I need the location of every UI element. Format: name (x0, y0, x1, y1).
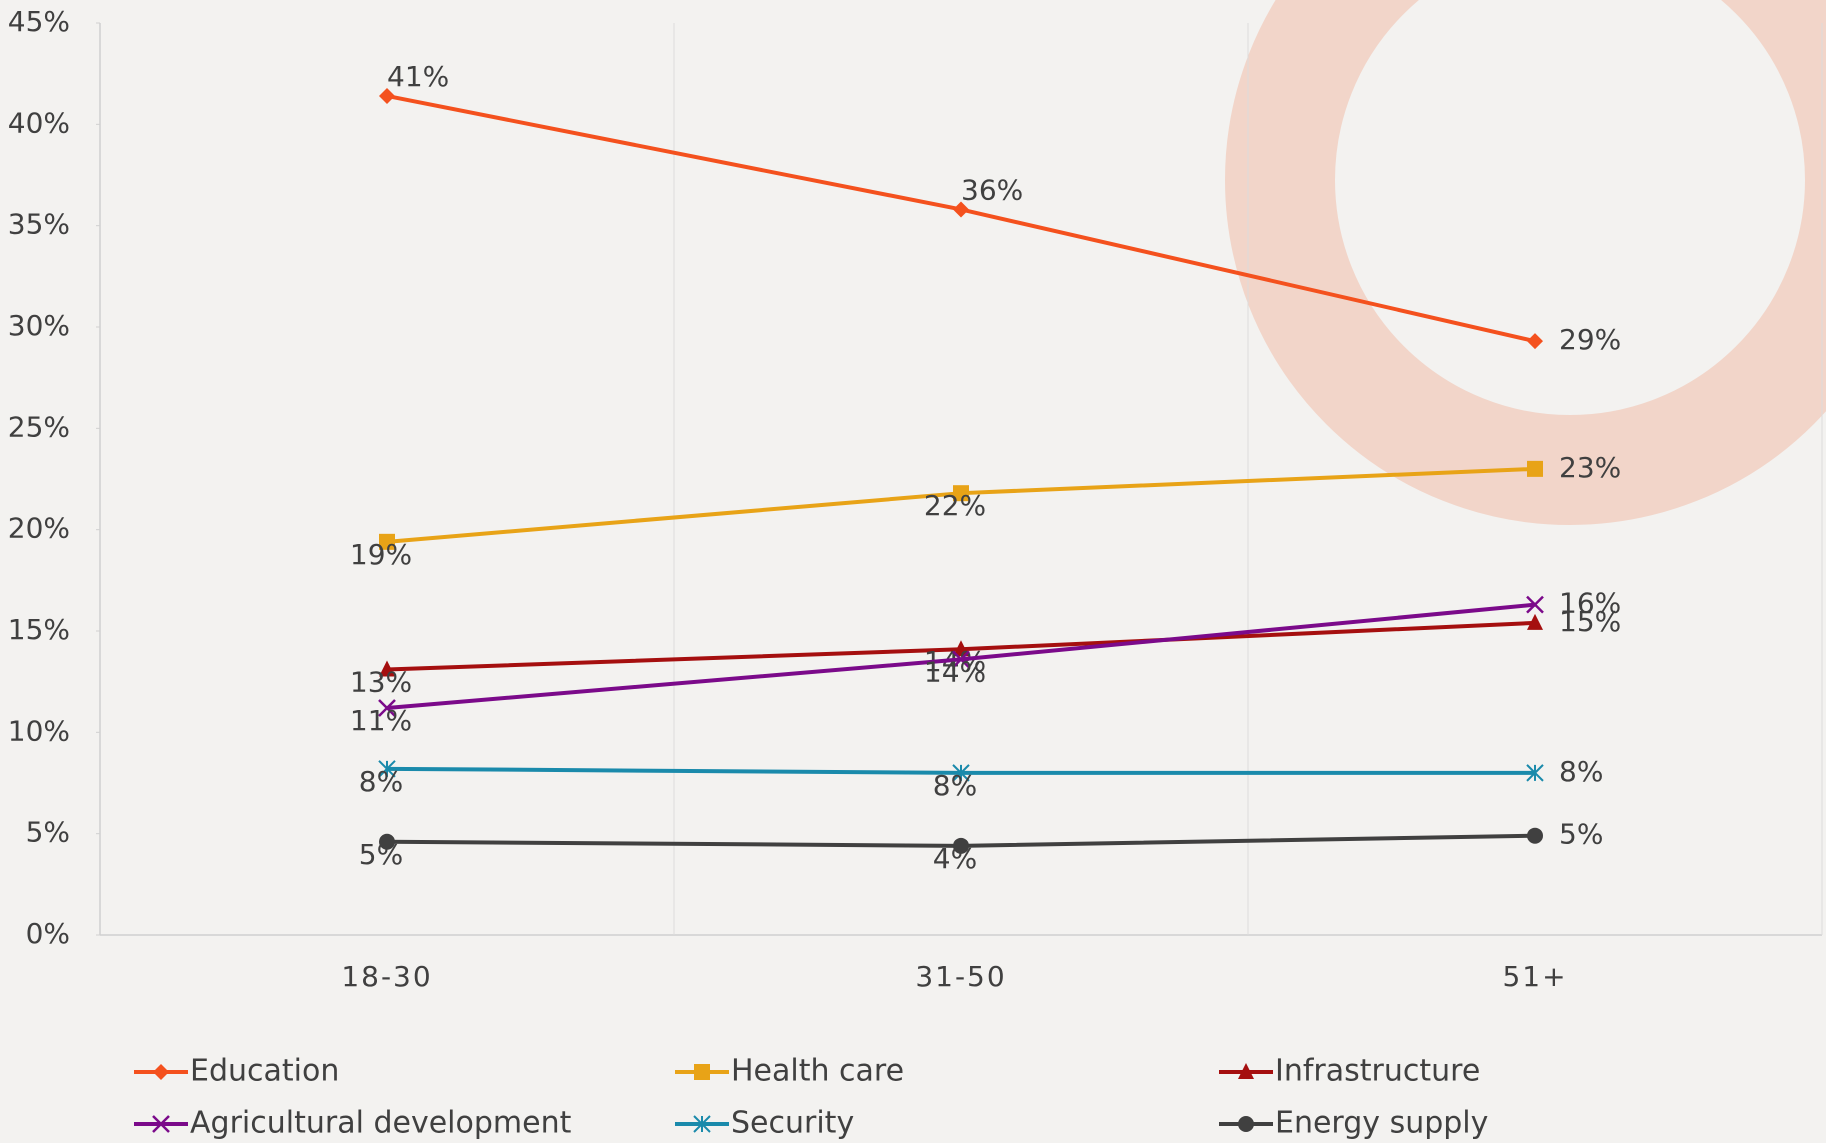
x-tick-label: 31-50 (915, 960, 1006, 993)
data-label: 22% (924, 489, 986, 522)
y-tick-label: 15% (8, 613, 70, 646)
x-tick-label: 51+ (1502, 960, 1567, 993)
y-tick-label: 25% (8, 410, 70, 443)
legend-label: Security (731, 1106, 854, 1141)
legend-item: Infrastructure (1219, 1054, 1480, 1089)
marker (1526, 764, 1544, 782)
data-label: 13% (350, 666, 412, 699)
marker (953, 837, 969, 854)
y-tick-label: 35% (8, 208, 70, 241)
marker (952, 650, 970, 669)
y-tick-label: 30% (8, 309, 70, 342)
marker (693, 1115, 711, 1133)
marker (1527, 827, 1543, 844)
data-label: 36% (961, 173, 1023, 206)
data-label: 16% (1559, 587, 1621, 620)
legend-item: Agricultural development (134, 1106, 572, 1141)
y-tick-label: 0% (26, 917, 70, 950)
legend-item: Security (675, 1106, 854, 1141)
legend-label: Infrastructure (1275, 1054, 1480, 1089)
data-label: 8% (1559, 755, 1603, 788)
marker (378, 699, 396, 717)
marker (379, 533, 395, 550)
y-tick-label: 10% (8, 714, 70, 747)
marker (1527, 333, 1543, 350)
marker (379, 833, 395, 850)
decoration (1225, 0, 1826, 525)
y-tick-label: 45% (8, 5, 70, 38)
marker (694, 1064, 710, 1080)
marker (378, 760, 396, 778)
data-label: 19% (350, 538, 412, 571)
legend-item: Education (134, 1054, 339, 1089)
data-label: 5% (1559, 818, 1603, 851)
marker (1238, 1116, 1254, 1132)
y-tick-label: 5% (26, 816, 70, 849)
marker (1238, 1063, 1254, 1079)
marker (1526, 595, 1544, 614)
marker (379, 660, 395, 677)
data-label: 4% (933, 842, 977, 875)
marker (379, 87, 395, 104)
marker (953, 201, 969, 218)
legend-label: Health care (731, 1054, 904, 1089)
marker (952, 764, 970, 782)
marker (953, 640, 969, 657)
marker (953, 485, 969, 502)
marker (1527, 613, 1543, 630)
y-tick-label: 40% (8, 106, 70, 139)
data-label: 29% (1559, 323, 1621, 356)
data-label: 5% (359, 838, 403, 871)
marker (153, 1064, 169, 1080)
legend-item: Health care (675, 1054, 904, 1089)
marker (1527, 460, 1543, 477)
data-label: 8% (933, 769, 977, 802)
data-label: 11% (350, 704, 412, 737)
data-label: 41% (387, 60, 449, 93)
legend-label: Education (190, 1054, 339, 1089)
legend-item: Energy supply (1219, 1106, 1488, 1141)
y-tick-label: 20% (8, 512, 70, 545)
data-label: 14% (924, 655, 986, 688)
legend-label: Agricultural development (190, 1106, 572, 1141)
data-label: 23% (1559, 451, 1621, 484)
marker (152, 1115, 170, 1133)
data-label: 8% (359, 765, 403, 798)
data-label: 15% (1559, 605, 1621, 638)
legend-label: Energy supply (1275, 1106, 1488, 1141)
x-tick-label: 18-30 (341, 960, 432, 993)
